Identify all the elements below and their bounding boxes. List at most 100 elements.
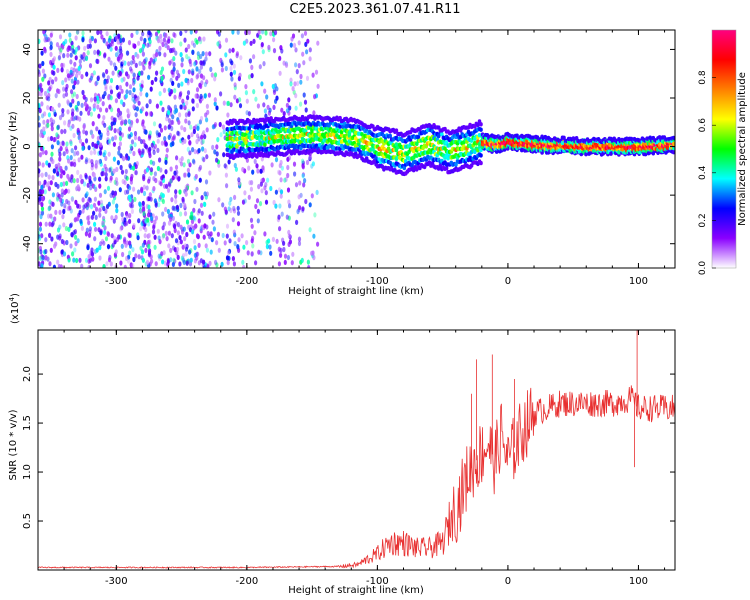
heatmap-cell [195,186,199,192]
heatmap-cell [50,222,54,228]
heatmap-cell [171,80,175,86]
heatmap-cell [184,77,188,83]
heatmap-cell [143,57,147,64]
heatmap-cell [82,181,87,187]
heatmap-cell [91,183,95,189]
heatmap-cell [80,178,84,184]
heatmap-cell [232,69,237,75]
heatmap-cell [316,40,320,46]
heatmap-cell [123,236,127,242]
heatmap-cell [290,36,294,42]
heatmap-cell [53,243,57,249]
heatmap-cell [121,59,125,65]
heatmap-cell [66,205,70,212]
heatmap-cell [294,93,298,99]
heatmap-cell [60,201,64,207]
heatmap-cell [142,65,146,71]
heatmap-cell [76,30,80,35]
heatmap-cell [174,193,178,199]
heatmap-cell [205,247,209,253]
heatmap-cell [205,127,209,133]
heatmap-cell [196,125,200,131]
heatmap-cell [85,71,89,77]
heatmap-cell [256,218,260,224]
heatmap-cell [70,196,74,202]
heatmap-cell [167,118,171,124]
heatmap-cell [271,236,275,242]
heatmap-cell [132,59,136,65]
heatmap-cell [219,57,223,64]
heatmap-ridge-cell [402,165,407,171]
heatmap-cell [297,207,301,213]
heatmap-cell [185,185,189,191]
heatmap-cell [78,58,82,65]
heatmap-cell [279,247,283,253]
heatmap-cell [169,257,173,263]
heatmap-cell [169,247,173,253]
heatmap-cell [132,150,136,157]
heatmap-cell [167,104,171,111]
heatmap-ridge-cell [353,151,358,156]
heatmap-cell [149,111,153,117]
heatmap-cell [144,129,148,135]
heatmap-cell [163,136,167,142]
heatmap-cell [132,223,136,229]
heatmap-cell [84,257,89,263]
heatmap-cell [123,119,128,125]
heatmap-cell [197,166,202,172]
heatmap-cell [205,154,209,160]
heatmap-cell [47,174,51,180]
heatmap-cell [117,150,121,156]
heatmap-cell [109,95,113,101]
heatmap-cell [247,30,251,35]
heatmap-cell [54,93,58,99]
heatmap-cell [43,90,48,97]
snr-series-line [38,330,675,569]
heatmap-cell [58,209,62,215]
heatmap-cell [106,231,111,237]
heatmap-cell [215,157,219,163]
heatmap-cell [184,191,188,197]
heatmap-cell [51,158,55,165]
heatmap-cell [263,108,267,114]
heatmap-cell [126,73,130,80]
heatmap-cell [274,203,278,209]
heatmap-cell [232,261,236,267]
heatmap-cell [111,190,115,196]
heatmap-cell [185,219,190,225]
heatmap-cell [152,53,156,59]
heatmap-cell [247,165,251,171]
heatmap-cell [189,257,193,263]
heatmap-cell [80,154,84,160]
heatmap-cell [256,208,260,214]
heatmap-cell [154,52,159,58]
heatmap-cell [51,201,55,207]
colorbar-frame [711,29,737,269]
heatmap-ridge-cell [476,122,480,128]
heatmap-cell [89,150,93,156]
heatmap-cell [233,94,237,100]
heatmap-cell [202,201,206,207]
heatmap-cell [145,185,149,191]
heatmap-cell [174,107,178,114]
heatmap-ridge-cell [479,153,483,158]
heatmap-cell [41,196,45,202]
heatmap-cell [40,210,45,216]
heatmap-cell [89,185,93,191]
heatmap-cell [169,178,173,184]
heatmap-cell [203,93,207,99]
heatmap-cell [311,72,315,78]
heatmap-cell [216,137,220,143]
heatmap-cell [135,118,139,124]
heatmap-cell [137,100,141,106]
heatmap-cell [313,212,317,218]
heatmap-ridge-cell [444,166,449,171]
heatmap-cell [114,98,118,104]
heatmap-cell [282,246,286,253]
heatmap-cell [179,224,183,230]
heatmap-cell [310,193,314,199]
heatmap-cell [169,89,173,95]
heatmap-cell [61,80,65,86]
heatmap-cell [184,118,188,124]
